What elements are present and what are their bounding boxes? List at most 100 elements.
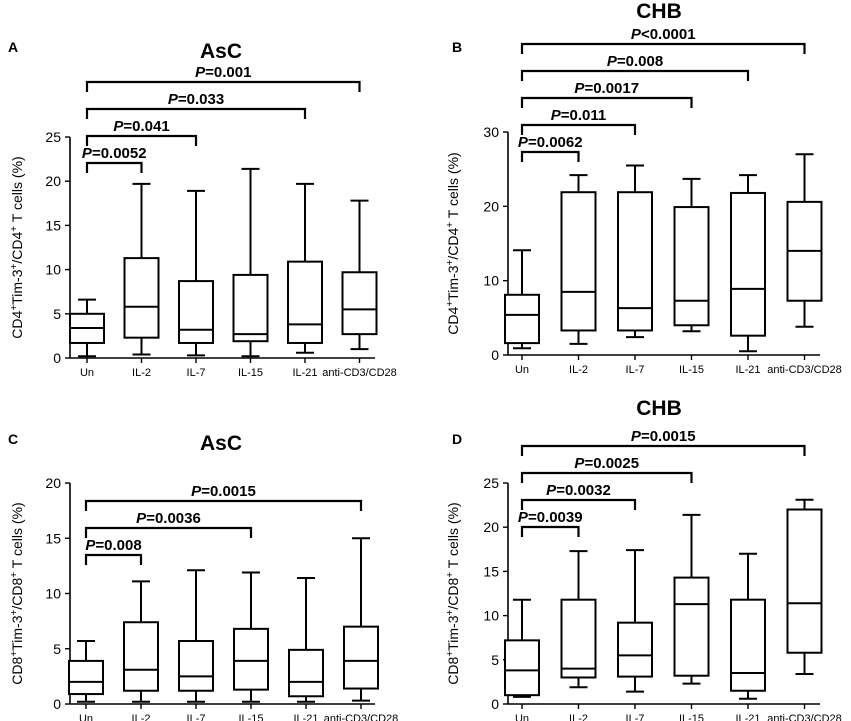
bracket-line bbox=[84, 553, 143, 565]
box-anti-CD3/CD28 bbox=[343, 537, 379, 702]
bracket-line bbox=[520, 150, 580, 162]
box-iqr bbox=[287, 260, 323, 344]
y-tick-label: 0 bbox=[491, 347, 499, 363]
y-axis-label: CD8+Tim-3+/CD8+ T cells (%) bbox=[9, 502, 26, 684]
bracket-line bbox=[520, 96, 693, 108]
panel-d: D CHB 0 5 10 15 20 25 Un IL-2 IL-7 IL-15 IL-21 anti… bbox=[445, 397, 842, 721]
box-iqr bbox=[233, 627, 269, 691]
box-iqr bbox=[504, 293, 540, 345]
box-IL-7 bbox=[178, 189, 214, 357]
panel-b: B CHB 0 10 20 30 Un IL-2 IL-7 IL-15 IL-21 anti-CD… bbox=[445, 0, 842, 376]
box-iqr bbox=[786, 508, 823, 654]
chart-title: AsC bbox=[200, 40, 242, 63]
p-value-label: P<0.0001 bbox=[631, 26, 696, 43]
chart-title: CHB bbox=[636, 397, 682, 420]
x-tick-label: IL-7 bbox=[626, 364, 645, 376]
panel-letter: A bbox=[8, 39, 18, 55]
x-tick-label: Un bbox=[80, 367, 94, 379]
p-value-label: P=0.0052 bbox=[82, 145, 147, 162]
y-axis-label: CD4+Tim-3+/CD4+ T cells (%) bbox=[445, 152, 462, 334]
y-tick-label: 25 bbox=[483, 475, 499, 491]
bracket-line bbox=[520, 69, 750, 81]
x-tick-label: IL-21 bbox=[293, 713, 318, 721]
x-tick-label: IL-15 bbox=[679, 713, 704, 721]
p-value-label: P=0.0017 bbox=[574, 80, 639, 97]
x-tick-label: IL-15 bbox=[679, 364, 704, 376]
significance-bracket: P=0.033 bbox=[85, 91, 307, 119]
x-tick-label: IL-21 bbox=[292, 367, 317, 379]
bracket-line bbox=[84, 499, 363, 511]
y-tick-label: 20 bbox=[483, 519, 499, 535]
box-anti-CD3/CD28 bbox=[341, 199, 378, 351]
box-iqr bbox=[341, 271, 378, 336]
panel-letter: B bbox=[452, 39, 462, 55]
x-tick-label: IL-7 bbox=[626, 713, 645, 721]
box-iqr bbox=[673, 206, 710, 327]
y-tick-label: 25 bbox=[45, 129, 61, 145]
panel-c: C AsC 0 5 10 15 20 Un IL-2 IL-7 IL-15 IL-21 anti-C… bbox=[8, 431, 398, 721]
box-iqr bbox=[617, 621, 653, 678]
significance-bracket: P=0.0032 bbox=[520, 482, 637, 510]
p-value-label: P=0.0062 bbox=[518, 134, 583, 151]
significance-bracket: P=0.008 bbox=[520, 53, 750, 81]
plot-area: 0 5 10 15 20 25 Un IL-2 IL-7 IL-15 IL-21 anti-CD3/C… bbox=[9, 64, 397, 379]
box-IL-7 bbox=[178, 569, 214, 703]
y-tick-label: 10 bbox=[45, 262, 61, 278]
y-tick-label: 0 bbox=[491, 696, 499, 712]
y-tick-label: 10 bbox=[483, 273, 499, 289]
significance-bracket: P=0.0015 bbox=[84, 483, 363, 511]
plot-area: 0 5 10 15 20 25 Un IL-2 IL-7 IL-15 IL-21 anti-CD3/C… bbox=[445, 428, 842, 721]
x-tick-label: Un bbox=[515, 713, 529, 721]
x-tick-label: IL-7 bbox=[187, 713, 206, 721]
y-tick-label: 15 bbox=[45, 217, 61, 233]
x-tick-label: anti-CD3/CD28 bbox=[767, 364, 842, 376]
y-tick-label: 0 bbox=[53, 696, 61, 712]
p-value-label: P=0.0015 bbox=[631, 428, 696, 445]
box-iqr bbox=[123, 621, 159, 692]
x-tick-label: anti-CD3/CD28 bbox=[324, 713, 399, 721]
chart-title: AsC bbox=[200, 432, 242, 455]
y-axis-label: CD4+Tim-3+/CD4+ T cells (%) bbox=[9, 156, 26, 338]
significance-bracket: P=0.0052 bbox=[82, 145, 147, 173]
p-value-label: P=0.0025 bbox=[574, 455, 639, 472]
y-tick-label: 10 bbox=[483, 608, 499, 624]
p-value-label: P=0.008 bbox=[85, 537, 141, 554]
box-iqr bbox=[178, 640, 214, 692]
p-value-label: P=0.033 bbox=[168, 91, 224, 108]
significance-bracket: P=0.001 bbox=[85, 64, 361, 92]
box-iqr bbox=[560, 598, 597, 679]
box-anti-CD3/CD28 bbox=[786, 498, 823, 675]
box-IL-2 bbox=[123, 580, 159, 703]
p-value-label: P=0.011 bbox=[551, 107, 606, 124]
y-tick-label: 0 bbox=[53, 350, 61, 366]
box-iqr bbox=[730, 191, 766, 337]
p-value-label: P=0.041 bbox=[113, 118, 169, 135]
bracket-line bbox=[520, 123, 637, 135]
box-IL-2 bbox=[560, 550, 597, 689]
x-tick-label: anti-CD3/CD28 bbox=[767, 713, 842, 721]
box-IL-15 bbox=[232, 167, 269, 358]
chart-title: CHB bbox=[636, 0, 682, 23]
box-iqr bbox=[232, 273, 269, 343]
x-tick-label: IL-21 bbox=[735, 713, 760, 721]
y-tick-label: 30 bbox=[483, 124, 499, 140]
panel-letter: C bbox=[8, 431, 18, 447]
panel-a: A AsC 0 5 10 15 20 25 Un IL-2 IL-7 IL-15 IL-21 anti… bbox=[8, 39, 397, 379]
significance-bracket: P=0.011 bbox=[520, 107, 637, 135]
box-iqr bbox=[68, 659, 104, 696]
plot-area: 0 5 10 15 20 Un IL-2 IL-7 IL-15 IL-21 anti-CD3/CD2… bbox=[9, 475, 399, 721]
y-axis-label: CD8+Tim-3+/CD8+ T cells (%) bbox=[445, 502, 462, 684]
x-tick-label: IL-2 bbox=[569, 364, 588, 376]
bracket-line bbox=[84, 526, 253, 538]
y-tick-label: 15 bbox=[483, 563, 499, 579]
bracket-line bbox=[520, 498, 637, 510]
significance-bracket: P<0.0001 bbox=[520, 26, 806, 54]
significance-bracket: P=0.041 bbox=[85, 118, 198, 146]
y-tick-label: 20 bbox=[45, 475, 61, 491]
p-value-label: P=0.008 bbox=[607, 53, 663, 70]
significance-bracket: P=0.0017 bbox=[520, 80, 693, 108]
box-Un bbox=[504, 598, 540, 698]
x-tick-label: IL-21 bbox=[735, 364, 760, 376]
box-Un bbox=[504, 249, 540, 350]
